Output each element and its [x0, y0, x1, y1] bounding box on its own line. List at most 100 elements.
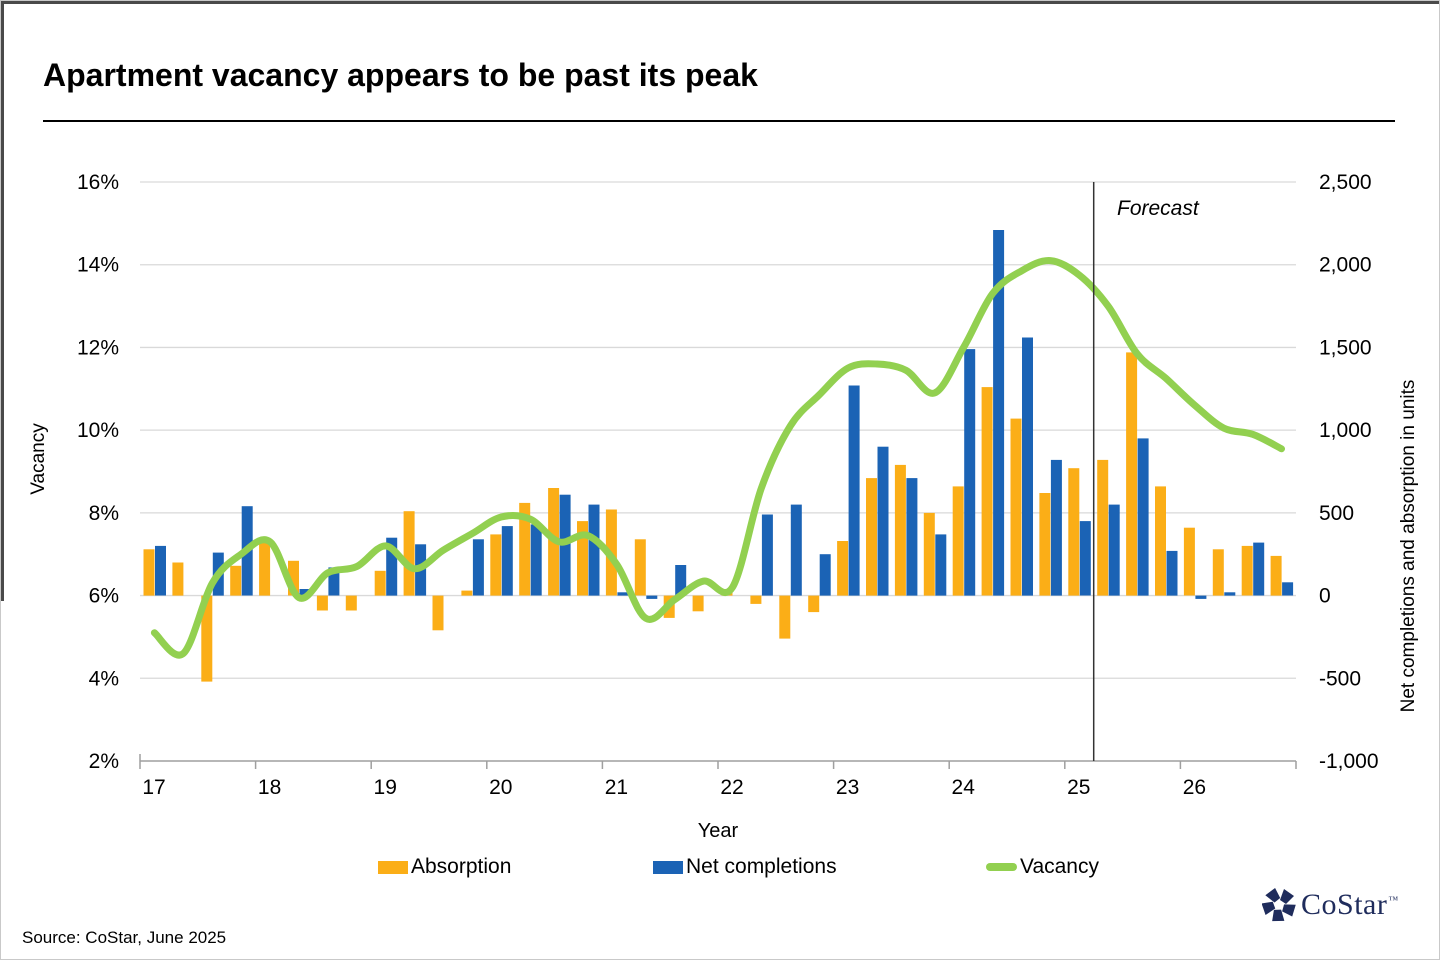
x-axis-tick-label: 24 — [952, 776, 976, 799]
bar-net-completions — [848, 385, 860, 596]
right-axis-tick-label: 1,500 — [1319, 336, 1372, 359]
x-axis-tick-label: 18 — [258, 776, 281, 799]
bar-absorption — [894, 464, 906, 596]
pinwheel-petal — [1272, 909, 1285, 922]
bar-absorption — [634, 539, 646, 596]
bar-absorption — [837, 541, 849, 596]
bar-absorption — [316, 595, 328, 611]
x-axis-tick-label: 19 — [374, 776, 397, 799]
bar-absorption — [952, 486, 964, 596]
bar-absorption — [750, 595, 762, 604]
bar-absorption — [866, 478, 877, 596]
bar-absorption — [519, 502, 531, 596]
bar-absorption — [259, 537, 271, 596]
bar-net-completions — [530, 524, 542, 596]
right-axis-title: Net completions and absorption in units — [1398, 379, 1419, 713]
bar-net-completions — [906, 478, 918, 596]
bar-net-completions — [646, 595, 658, 599]
bar-absorption — [1270, 555, 1282, 596]
costar-pinwheel-icon — [1262, 887, 1296, 922]
bar-net-completions — [1253, 542, 1265, 596]
bar-absorption — [1241, 545, 1253, 596]
bar-net-completions — [819, 554, 831, 596]
bar-absorption — [201, 595, 213, 682]
right-axis-tick-label: 2,500 — [1319, 171, 1372, 194]
right-axis-tick-label: 500 — [1319, 502, 1354, 525]
bar-net-completions — [1137, 438, 1149, 596]
bar-absorption — [461, 590, 473, 596]
bar-absorption — [230, 565, 242, 596]
right-axis-tick-label: 2,000 — [1319, 254, 1372, 277]
bar-net-completions — [1195, 595, 1207, 599]
left-axis-tick-label: 6% — [89, 585, 119, 608]
right-axis-tick-label: -1,000 — [1319, 750, 1379, 773]
x-axis-tick-label: 17 — [142, 776, 165, 799]
legend-label: Net completions — [686, 855, 837, 878]
page-title: Apartment vacancy appears to be past its… — [43, 57, 758, 93]
left-axis-tick-label: 12% — [77, 336, 119, 359]
net-completions-swatch-icon — [653, 860, 683, 874]
left-axis-title: Vacancy — [28, 423, 49, 495]
bar-net-completions — [877, 446, 889, 596]
pinwheel-petal — [1280, 889, 1294, 904]
forecast-annotation: Forecast — [1117, 197, 1199, 220]
bar-net-completions — [761, 514, 773, 596]
x-axis-tick-label: 21 — [605, 776, 628, 799]
bar-net-completions — [1022, 337, 1033, 596]
right-axis-tick-label: -500 — [1319, 667, 1361, 690]
bar-net-completions — [935, 534, 947, 596]
bar-net-completions — [299, 589, 311, 596]
bar-net-completions — [328, 567, 340, 596]
x-axis-tick-label: 22 — [720, 776, 743, 799]
bar-absorption — [1068, 468, 1080, 596]
vacancy-line — [150, 257, 1285, 659]
bar-absorption — [432, 595, 444, 631]
bar-absorption — [577, 521, 588, 596]
pinwheel-petal — [1282, 904, 1296, 917]
bar-absorption — [808, 595, 820, 613]
legend-item-net-completions: Net completions — [653, 855, 837, 879]
x-axis-title: Year — [698, 820, 739, 842]
left-axis-tick-label: 8% — [89, 502, 119, 525]
bar-net-completions — [1166, 550, 1178, 596]
bar-net-completions — [675, 565, 687, 596]
bar-net-completions — [1108, 504, 1120, 596]
bar-absorption — [1039, 493, 1051, 596]
bar-net-completions — [964, 349, 976, 596]
title-divider — [43, 120, 1395, 122]
x-axis-tick-label: 25 — [1067, 776, 1090, 799]
bar-absorption — [779, 595, 791, 639]
costar-logo: CoStar™ — [1262, 887, 1399, 923]
bar-absorption — [345, 595, 357, 611]
left-axis-tick-label: 4% — [89, 667, 119, 690]
bar-absorption — [403, 511, 415, 596]
bar-net-completions — [1282, 582, 1294, 596]
trademark-symbol: ™ — [1388, 895, 1399, 906]
left-axis-tick-label: 16% — [77, 171, 119, 194]
bar-absorption — [981, 387, 993, 596]
bar-net-completions — [501, 526, 513, 596]
bar-net-completions — [1224, 592, 1236, 596]
legend-item-absorption: Absorption — [378, 855, 511, 879]
costar-logo-text: CoStar™ — [1301, 888, 1399, 921]
pinwheel-petal — [1265, 887, 1281, 903]
vacancy-swatch-icon — [986, 863, 1017, 871]
bar-absorption — [374, 570, 386, 596]
bar-absorption — [923, 512, 935, 596]
bar-absorption — [172, 562, 184, 596]
bar-absorption — [692, 595, 704, 612]
bar-absorption — [1126, 352, 1138, 596]
bar-net-completions — [790, 504, 802, 596]
x-axis-tick-label: 26 — [1183, 776, 1206, 799]
chart-plot: 16% 14% 12% 10% 8% 6% 4% 2% 2,500 2,000 1,500 1,000… — [77, 171, 1379, 842]
left-axis-tick-label: 2% — [89, 750, 119, 773]
screenshot-edge-top — [1, 1, 1439, 4]
bar-absorption — [1155, 486, 1166, 596]
bar-absorption — [288, 560, 299, 596]
bar-absorption — [1183, 527, 1195, 596]
screenshot-edge-left — [1, 1, 4, 601]
bar-absorption — [490, 534, 502, 596]
bar-absorption — [1212, 549, 1224, 596]
x-axis-tick-label: 23 — [836, 776, 859, 799]
